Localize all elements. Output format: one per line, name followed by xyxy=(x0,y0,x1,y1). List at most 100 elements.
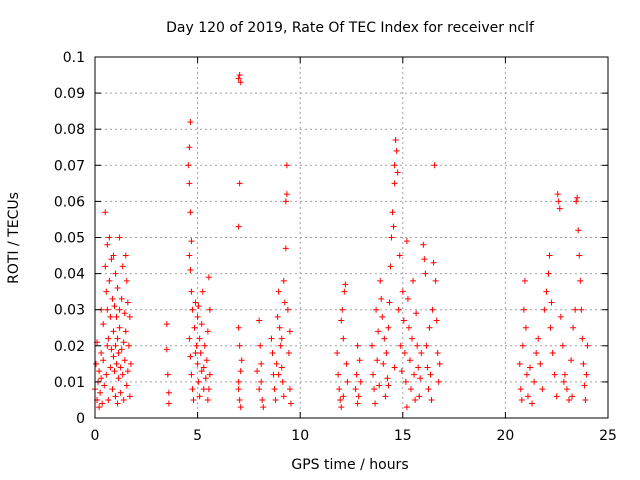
data-point xyxy=(385,382,392,389)
data-point xyxy=(374,357,381,364)
data-point xyxy=(563,386,570,393)
data-point xyxy=(356,357,363,364)
data-point xyxy=(545,270,552,277)
data-point xyxy=(196,335,203,342)
data-point xyxy=(427,371,434,378)
data-point xyxy=(100,357,107,364)
data-point xyxy=(369,342,376,349)
data-point xyxy=(120,396,127,403)
data-point xyxy=(378,295,385,302)
data-point xyxy=(398,368,405,375)
data-point xyxy=(199,288,206,295)
data-point xyxy=(543,288,550,295)
data-point xyxy=(103,288,110,295)
data-point xyxy=(257,342,264,349)
data-point xyxy=(116,306,123,313)
data-point xyxy=(282,198,289,205)
data-point xyxy=(336,386,343,393)
data-point xyxy=(189,386,196,393)
data-point xyxy=(582,396,589,403)
data-point xyxy=(376,382,383,389)
data-point xyxy=(102,263,109,270)
data-point xyxy=(112,393,119,400)
data-point xyxy=(113,313,120,320)
data-point xyxy=(165,389,172,396)
data-point xyxy=(101,382,108,389)
data-point xyxy=(187,209,194,216)
data-point xyxy=(124,368,131,375)
data-point xyxy=(126,393,133,400)
data-point xyxy=(435,378,442,385)
data-point xyxy=(238,357,245,364)
data-point xyxy=(337,396,344,403)
data-point xyxy=(424,364,431,371)
data-point xyxy=(235,75,242,82)
data-point xyxy=(113,360,120,367)
data-point xyxy=(531,378,538,385)
data-point xyxy=(395,306,402,313)
data-point xyxy=(93,360,100,367)
data-point xyxy=(126,313,133,320)
data-point xyxy=(569,393,576,400)
data-point xyxy=(338,317,345,324)
data-point xyxy=(414,342,421,349)
data-point xyxy=(119,371,126,378)
data-point xyxy=(584,342,591,349)
data-point xyxy=(107,313,114,320)
data-point xyxy=(401,350,408,357)
data-point xyxy=(278,364,285,371)
data-point xyxy=(535,335,542,342)
data-point xyxy=(559,342,566,349)
data-point xyxy=(110,353,117,360)
data-point xyxy=(411,371,418,378)
data-point xyxy=(583,371,590,378)
grid xyxy=(95,57,608,418)
data-point xyxy=(282,245,289,252)
x-axis-label: GPS time / hours xyxy=(291,457,408,473)
data-point xyxy=(111,368,118,375)
data-point xyxy=(386,299,393,306)
data-point xyxy=(405,324,412,331)
data-point xyxy=(392,137,399,144)
data-point xyxy=(273,360,280,367)
data-point xyxy=(436,360,443,367)
data-point xyxy=(523,371,530,378)
data-point xyxy=(380,360,387,367)
data-point xyxy=(259,396,266,403)
data-point xyxy=(402,378,409,385)
data-point xyxy=(426,324,433,331)
data-point xyxy=(431,162,438,169)
data-point xyxy=(286,386,293,393)
data-point xyxy=(112,342,119,349)
data-point xyxy=(428,396,435,403)
data-point xyxy=(425,386,432,393)
data-point xyxy=(576,252,583,259)
data-point xyxy=(117,389,124,396)
data-point xyxy=(103,371,110,378)
data-point xyxy=(560,378,567,385)
data-point xyxy=(340,393,347,400)
data-point xyxy=(205,274,212,281)
data-point xyxy=(203,357,210,364)
data-point xyxy=(104,306,111,313)
y-tick-label: 0.01 xyxy=(54,375,85,391)
data-point xyxy=(285,350,292,357)
data-point xyxy=(283,162,290,169)
data-point xyxy=(412,396,419,403)
data-point xyxy=(339,306,346,313)
data-point xyxy=(399,288,406,295)
data-point xyxy=(107,364,114,371)
data-point xyxy=(352,386,359,393)
data-point xyxy=(99,400,106,407)
data-point xyxy=(117,364,124,371)
data-point xyxy=(389,209,396,216)
data-point xyxy=(574,194,581,201)
data-point xyxy=(549,350,556,357)
data-point xyxy=(280,393,287,400)
data-point xyxy=(236,72,243,79)
data-point xyxy=(385,324,392,331)
data-point xyxy=(205,386,212,393)
data-point xyxy=(524,393,531,400)
